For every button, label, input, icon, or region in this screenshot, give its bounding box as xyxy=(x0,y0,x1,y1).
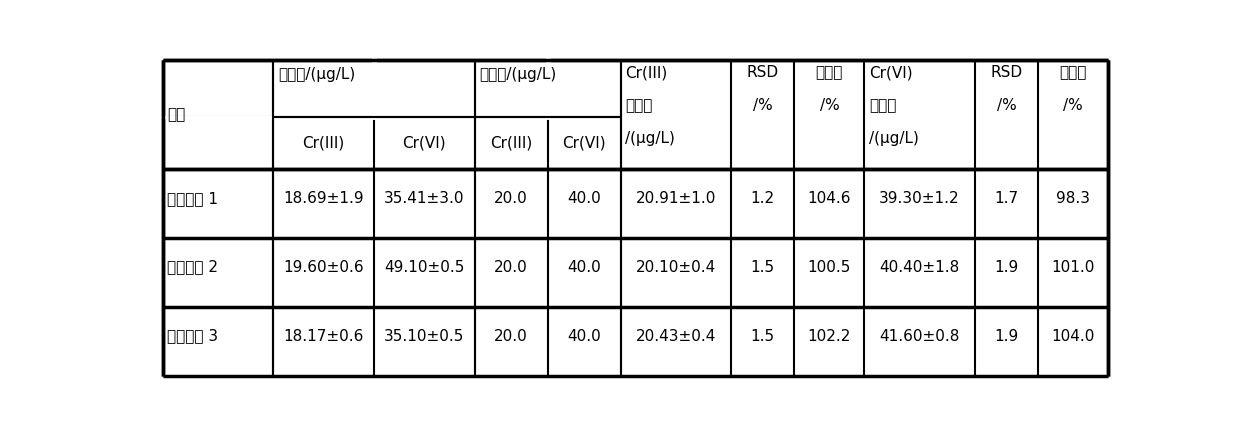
Text: 40.40±1.8: 40.40±1.8 xyxy=(879,260,960,275)
Text: 49.10±0.5: 49.10±0.5 xyxy=(384,260,465,275)
Text: 20.0: 20.0 xyxy=(495,191,528,206)
Text: 20.91±1.0: 20.91±1.0 xyxy=(635,191,715,206)
Text: 102.2: 102.2 xyxy=(807,329,851,343)
Text: 20.0: 20.0 xyxy=(495,329,528,343)
Text: /%: /% xyxy=(820,98,839,113)
Text: Cr(III): Cr(III) xyxy=(303,136,345,150)
Text: 测定值/(μg/L): 测定值/(μg/L) xyxy=(278,67,355,82)
Text: 40.0: 40.0 xyxy=(567,260,601,275)
Text: 39.30±1.2: 39.30±1.2 xyxy=(879,191,960,206)
Text: 1.5: 1.5 xyxy=(750,329,775,343)
Text: RSD: RSD xyxy=(991,65,1023,80)
Text: 41.60±0.8: 41.60±0.8 xyxy=(879,329,960,343)
Text: /%: /% xyxy=(753,98,773,113)
Text: 100.5: 100.5 xyxy=(807,260,851,275)
Text: 18.69±1.9: 18.69±1.9 xyxy=(283,191,363,206)
Text: 104.0: 104.0 xyxy=(1052,329,1095,343)
Text: 35.41±3.0: 35.41±3.0 xyxy=(384,191,465,206)
Text: 20.10±0.4: 20.10±0.4 xyxy=(636,260,715,275)
Text: 1.7: 1.7 xyxy=(994,191,1018,206)
Text: Cr(III): Cr(III) xyxy=(625,65,667,80)
Text: 电镀废水 1: 电镀废水 1 xyxy=(167,191,218,206)
Text: Cr(VI): Cr(VI) xyxy=(403,136,446,150)
Text: 101.0: 101.0 xyxy=(1052,260,1095,275)
Text: 19.60±0.6: 19.60±0.6 xyxy=(283,260,363,275)
Text: /(μg/L): /(μg/L) xyxy=(869,130,919,146)
Text: 1.2: 1.2 xyxy=(750,191,775,206)
Text: 1.9: 1.9 xyxy=(994,329,1018,343)
Text: 20.0: 20.0 xyxy=(495,260,528,275)
Text: 35.10±0.5: 35.10±0.5 xyxy=(384,329,465,343)
Text: Cr(VI): Cr(VI) xyxy=(869,65,913,80)
Text: Cr(III): Cr(III) xyxy=(490,136,532,150)
Text: 104.6: 104.6 xyxy=(807,191,851,206)
Text: 样品: 样品 xyxy=(167,107,186,122)
Text: /(μg/L): /(μg/L) xyxy=(625,130,676,146)
Text: Cr(VI): Cr(VI) xyxy=(562,136,606,150)
Text: 1.5: 1.5 xyxy=(750,260,775,275)
Text: 40.0: 40.0 xyxy=(567,191,601,206)
Text: 20.43±0.4: 20.43±0.4 xyxy=(635,329,715,343)
Text: 回收率: 回收率 xyxy=(816,65,843,80)
Text: 98.3: 98.3 xyxy=(1056,191,1090,206)
Text: /%: /% xyxy=(1064,98,1084,113)
Text: 回收值: 回收值 xyxy=(625,98,652,113)
Text: 回收值: 回收值 xyxy=(869,98,897,113)
Text: 40.0: 40.0 xyxy=(567,329,601,343)
Text: 1.9: 1.9 xyxy=(994,260,1018,275)
Text: 回收率: 回收率 xyxy=(1060,65,1087,80)
Text: 18.17±0.6: 18.17±0.6 xyxy=(283,329,363,343)
Text: 电镀废水 2: 电镀废水 2 xyxy=(167,260,218,275)
Text: 电镀废水 3: 电镀废水 3 xyxy=(167,329,218,343)
Text: 加入值/(μg/L): 加入值/(μg/L) xyxy=(480,67,557,82)
Text: RSD: RSD xyxy=(746,65,779,80)
Text: /%: /% xyxy=(997,98,1017,113)
